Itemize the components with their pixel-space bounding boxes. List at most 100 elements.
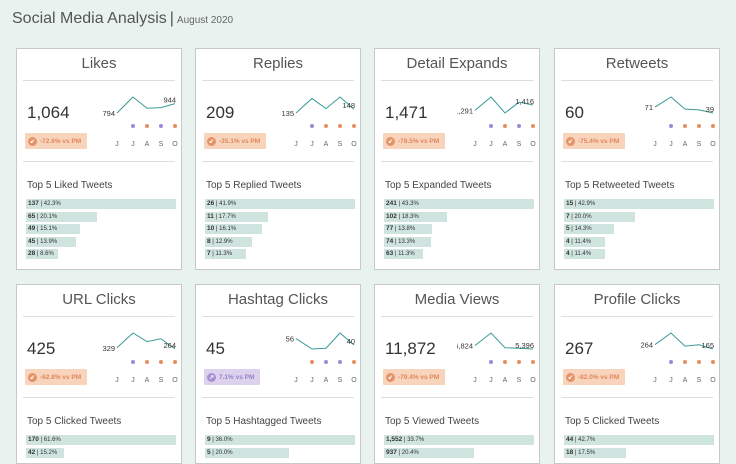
top-tweet-bar[interactable]: 9 | 36.0%: [205, 435, 355, 445]
bar-count: 8: [207, 237, 211, 245]
month-label: J: [294, 141, 298, 148]
bar-count: 4: [566, 237, 570, 245]
month-label: J: [310, 377, 314, 384]
spark-first-label: 135: [281, 109, 294, 118]
top-tweet-bar[interactable]: 5 | 20.0%: [205, 447, 289, 458]
divider: [381, 397, 533, 398]
top-tweet-bar[interactable]: 8 | 12.9%: [205, 236, 252, 247]
bar-percent: 61.6%: [43, 437, 61, 443]
top-tweet-bar[interactable]: 170 | 61.6%: [26, 435, 176, 445]
top-tweet-bar[interactable]: 26 | 41.9%: [205, 199, 355, 209]
top-tweet-bar[interactable]: 7 | 20.0%: [564, 211, 635, 222]
top-tweet-bar[interactable]: 74 | 13.3%: [384, 236, 431, 247]
top-tweet-bar[interactable]: 137 | 42.3%: [26, 199, 176, 209]
month-label: A: [145, 141, 150, 148]
sparkline-line: [295, 332, 355, 350]
top-tweet-bar[interactable]: 102 | 18.3%: [384, 211, 447, 222]
top-tweet-bar[interactable]: 11 | 17.7%: [205, 211, 268, 222]
divider: [23, 397, 175, 398]
top-tweet-bar[interactable]: 45 | 13.9%: [26, 236, 76, 247]
bar-percent: 18.3%: [401, 213, 419, 220]
top-tweet-bar[interactable]: 18 | 17.5%: [564, 447, 626, 458]
month-label: J: [489, 377, 493, 384]
top-tweet-bar[interactable]: 65 | 20.1%: [26, 211, 97, 222]
month-dot: [352, 124, 356, 128]
bar-count: 28: [28, 250, 36, 257]
arrow-down-left-icon: ↙: [566, 372, 575, 382]
likes-card[interactable]: Likes 1,064 ↙ -72.6% vs PM Top 5 Liked Tweet…: [16, 48, 182, 270]
url-clicks-card[interactable]: URL Clicks 425 ↙ -62.8% vs PM Top 5 Clicked …: [16, 284, 182, 464]
change-text: -62.8% vs PM: [40, 373, 82, 381]
change-badge: ↙ -75.4% vs PM: [563, 133, 626, 149]
metric-value: 60: [565, 103, 584, 122]
divider: [561, 397, 713, 398]
month-label: O: [530, 377, 536, 384]
detail-expands-card[interactable]: Detail Expands 1,471 ↙ -78.5% vs PM Top 5 Ex…: [374, 48, 540, 270]
bar-percent: 42.9%: [578, 201, 596, 207]
top-tweets-bars: 170 | 61.6% 42 | 15.2%: [26, 435, 176, 460]
month-label: S: [697, 141, 702, 148]
top-tweets-bars: 44 | 42.7% 18 | 17.5%: [564, 435, 714, 460]
bar-count: 49: [28, 225, 36, 232]
metric-value: 1,064: [27, 103, 70, 122]
top-tweets-label: Top 5 Expanded Tweets: [385, 180, 492, 191]
hashtag-clicks-card[interactable]: Hashtag Clicks 45 ↗ 7.1% vs PM Top 5 Hashtag…: [195, 284, 361, 464]
month-dot: [310, 124, 314, 128]
top-tweet-bar[interactable]: 15 | 42.9%: [564, 199, 714, 209]
top-tweet-bar[interactable]: 28 | 8.6%: [26, 249, 58, 259]
divider: [381, 161, 533, 162]
retweets-card[interactable]: Retweets 60 ↙ -75.4% vs PM Top 5 Retweeted T…: [554, 48, 720, 270]
profile-clicks-card[interactable]: Profile Clicks 267 ↙ -82.0% vs PM Top 5 Clic…: [554, 284, 720, 464]
month-dot: [131, 360, 135, 364]
month-dot: [159, 360, 163, 364]
top-tweet-bar[interactable]: 44 | 42.7%: [564, 435, 714, 445]
sparkline-line: [116, 96, 176, 114]
bar-percent: 8.6%: [40, 251, 54, 257]
change-text: 7.1% vs PM: [219, 373, 255, 381]
top-tweet-bar[interactable]: 241 | 43.3%: [384, 199, 534, 209]
top-tweet-bar[interactable]: 49 | 15.1%: [26, 224, 80, 234]
bar-count: 5: [207, 448, 211, 456]
top-tweet-bar[interactable]: 63 | 11.3%: [384, 249, 423, 259]
divider: [202, 397, 354, 398]
month-label: O: [351, 141, 357, 148]
month-label: A: [503, 377, 508, 384]
month-dot: [352, 360, 356, 364]
bar-percent: 20.4%: [401, 449, 419, 456]
bar-count: 9: [207, 436, 211, 443]
bar-percent: 20.0%: [215, 449, 233, 456]
change-text: -79.4% vs PM: [398, 373, 440, 381]
spark-first-label: 264: [640, 341, 653, 350]
bar-count: 18: [566, 448, 574, 456]
arrow-down-left-icon: ↙: [28, 136, 37, 146]
top-tweet-bar[interactable]: 5 | 14.3%: [564, 224, 614, 234]
month-dot: [159, 124, 163, 128]
month-label: J: [669, 141, 673, 148]
media-views-card[interactable]: Media Views 11,872 ↙ -79.4% vs PM Top 5 View…: [374, 284, 540, 464]
month-label: J: [489, 141, 493, 148]
title-separator: |: [169, 10, 174, 27]
month-label: O: [530, 141, 536, 148]
month-label: J: [131, 141, 135, 148]
divider: [202, 80, 354, 81]
replies-card[interactable]: Replies 209 ↙ -35.1% vs PM Top 5 Replied Twe…: [195, 48, 361, 270]
month-label: J: [473, 141, 477, 148]
bar-count: 26: [207, 200, 215, 207]
top-tweet-bar[interactable]: 7 | 11.3%: [205, 249, 246, 259]
top-tweet-bar[interactable]: 937 | 20.4%: [384, 447, 474, 458]
sparkline-line: [654, 96, 714, 114]
bar-percent: 16.1%: [219, 226, 237, 232]
top-tweet-bar[interactable]: 77 | 13.8%: [384, 224, 432, 234]
bar-count: 10: [207, 225, 215, 232]
bar-percent: 13.3%: [398, 238, 416, 245]
top-tweet-bar[interactable]: 10 | 16.1%: [205, 224, 262, 234]
spark-last-label: 1,416: [515, 97, 534, 106]
bar-percent: 42.7%: [578, 437, 596, 443]
top-tweet-bar[interactable]: 4 | 11.4%: [564, 249, 605, 259]
card-title: Retweets: [605, 55, 669, 72]
bar-count: 74: [386, 237, 394, 245]
top-tweet-bar[interactable]: 4 | 11.4%: [564, 236, 605, 247]
top-tweet-bar[interactable]: 1,552 | 33.7%: [384, 435, 534, 445]
sparkline-chart: 329 264 J J A S O: [102, 332, 178, 384]
top-tweet-bar[interactable]: 42 | 15.2%: [26, 447, 64, 458]
